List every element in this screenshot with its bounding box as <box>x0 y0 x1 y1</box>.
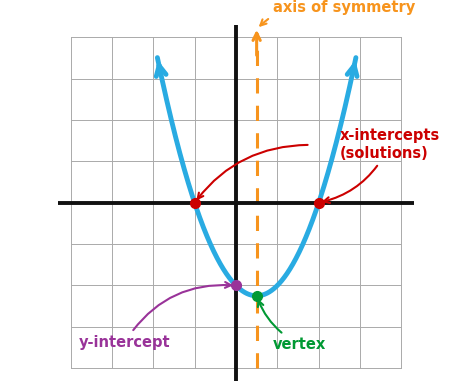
Text: axis of symmetry: axis of symmetry <box>260 0 415 26</box>
Text: vertex: vertex <box>258 301 327 352</box>
Text: x-intercepts
(solutions): x-intercepts (solutions) <box>324 128 439 203</box>
Text: y-intercept: y-intercept <box>79 282 231 350</box>
